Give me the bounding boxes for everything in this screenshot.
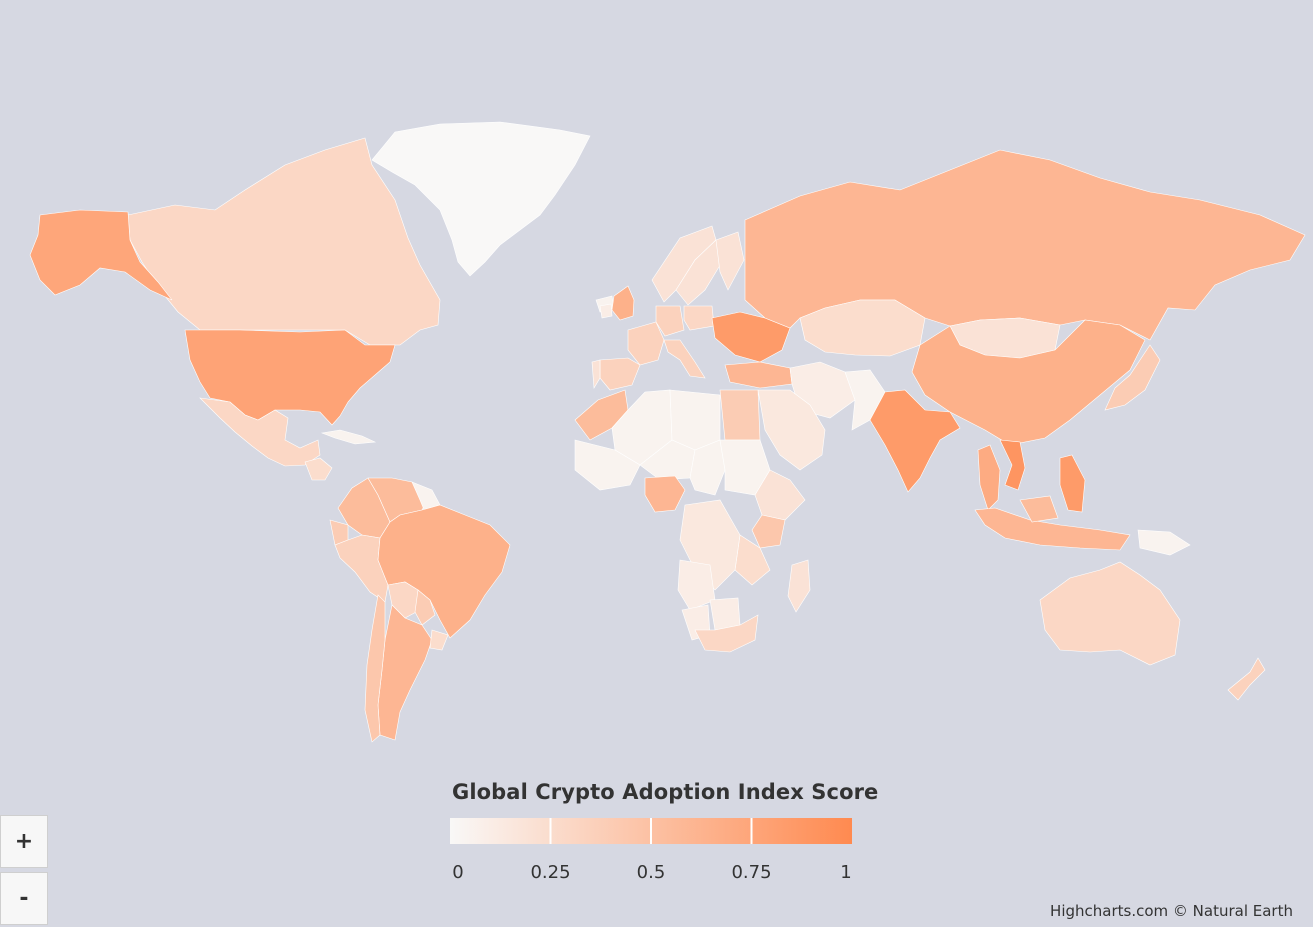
country-indonesia[interactable]: Indonesia: 0.6	[974, 507, 1131, 551]
country-turkey[interactable]: Turkey: 0.6	[724, 361, 793, 389]
country-vietnam[interactable]: Vietnam: 0.9	[999, 439, 1026, 491]
country-italy[interactable]: Italy: 0.35	[663, 339, 706, 379]
country-guatemala[interactable]: Guatemala: 0.25	[304, 457, 333, 481]
zoom-in-button[interactable]: +	[0, 815, 48, 868]
country-australia[interactable]: Australia: 0.3	[1039, 561, 1181, 666]
country-uruguay[interactable]: Uruguay: 0.25	[429, 629, 449, 651]
legend-tick-label: 0.25	[530, 862, 571, 883]
country-ireland[interactable]: Ireland: 0.1	[599, 303, 613, 319]
country-egypt[interactable]: Egypt: 0.4	[719, 389, 761, 441]
country-france[interactable]: France: 0.35	[627, 321, 665, 366]
country-paraguay[interactable]: Paraguay: 0.4	[414, 589, 436, 626]
country-finland[interactable]: Finland: 0.2	[715, 231, 745, 291]
country-new-zealand[interactable]: New Zealand: 0.35	[1227, 657, 1266, 701]
country-mexico[interactable]: Mexico: 0.3	[199, 397, 321, 467]
country-canada[interactable]: Canada: 0.3	[127, 137, 441, 346]
world-map[interactable]: Greenland: 0Canada: 0.3Alaska (United St…	[0, 0, 1313, 760]
country-nigeria[interactable]: Nigeria: 0.6	[644, 475, 686, 513]
legend-tick-label: 0.5	[636, 862, 666, 883]
country-alaska-united-states[interactable]: Alaska (United States): 0.75	[29, 209, 173, 301]
legend-tick-label: 1	[840, 862, 852, 883]
country-botswana[interactable]: Botswana: 0.1	[709, 597, 741, 631]
zoom-out-button[interactable]: -	[0, 872, 48, 925]
country-angola[interactable]: Angola: 0.1	[677, 559, 716, 611]
legend-title: Global Crypto Adoption Index Score	[452, 780, 879, 804]
country-germany[interactable]: Germany: 0.35	[655, 305, 685, 337]
legend-color-bar	[450, 818, 852, 844]
country-argentina[interactable]: Argentina: 0.6	[377, 604, 433, 741]
country-thailand[interactable]: Thailand: 0.7	[977, 444, 1001, 511]
country-spain[interactable]: Spain: 0.35	[599, 357, 641, 391]
country-poland[interactable]: Poland: 0.3	[683, 305, 715, 331]
country-madagascar[interactable]: Madagascar: 0.2	[787, 559, 811, 613]
country-libya[interactable]: Libya: 0.05	[669, 389, 721, 451]
country-united-states[interactable]: United States: 0.77	[184, 329, 396, 426]
legend-tick-label: 0.75	[731, 862, 772, 883]
country-philippines[interactable]: Philippines: 0.85	[1059, 454, 1086, 513]
country-saudi-arabia[interactable]: Saudi Arabia: 0.15	[757, 389, 826, 471]
country-ukraine[interactable]: Ukraine: 0.85	[711, 311, 791, 363]
country-kenya[interactable]: Kenya: 0.45	[751, 514, 786, 549]
country-india[interactable]: India: 0.85	[869, 389, 961, 493]
country-portugal[interactable]: Portugal: 0.2	[591, 359, 601, 389]
country-malaysia[interactable]: Malaysia: 0.55	[1019, 495, 1059, 523]
country-south-africa[interactable]: South Africa: 0.3	[694, 614, 759, 653]
legend-tick-label: 0	[452, 862, 464, 883]
country-mali[interactable]: Mali: 0.05	[574, 439, 641, 491]
country-cuba[interactable]: Cuba: 0.05	[320, 429, 377, 445]
country-greenland[interactable]: Greenland: 0	[371, 121, 591, 277]
credits-link[interactable]: Highcharts.com © Natural Earth	[1050, 902, 1293, 920]
country-japan[interactable]: Japan: 0.4	[1104, 344, 1161, 411]
country-united-kingdom[interactable]: United Kingdom: 0.65	[611, 285, 635, 321]
country-chile[interactable]: Chile: 0.45	[364, 594, 386, 743]
country-papua-new-guinea[interactable]: Papua New Guinea: 0.05	[1137, 529, 1191, 556]
